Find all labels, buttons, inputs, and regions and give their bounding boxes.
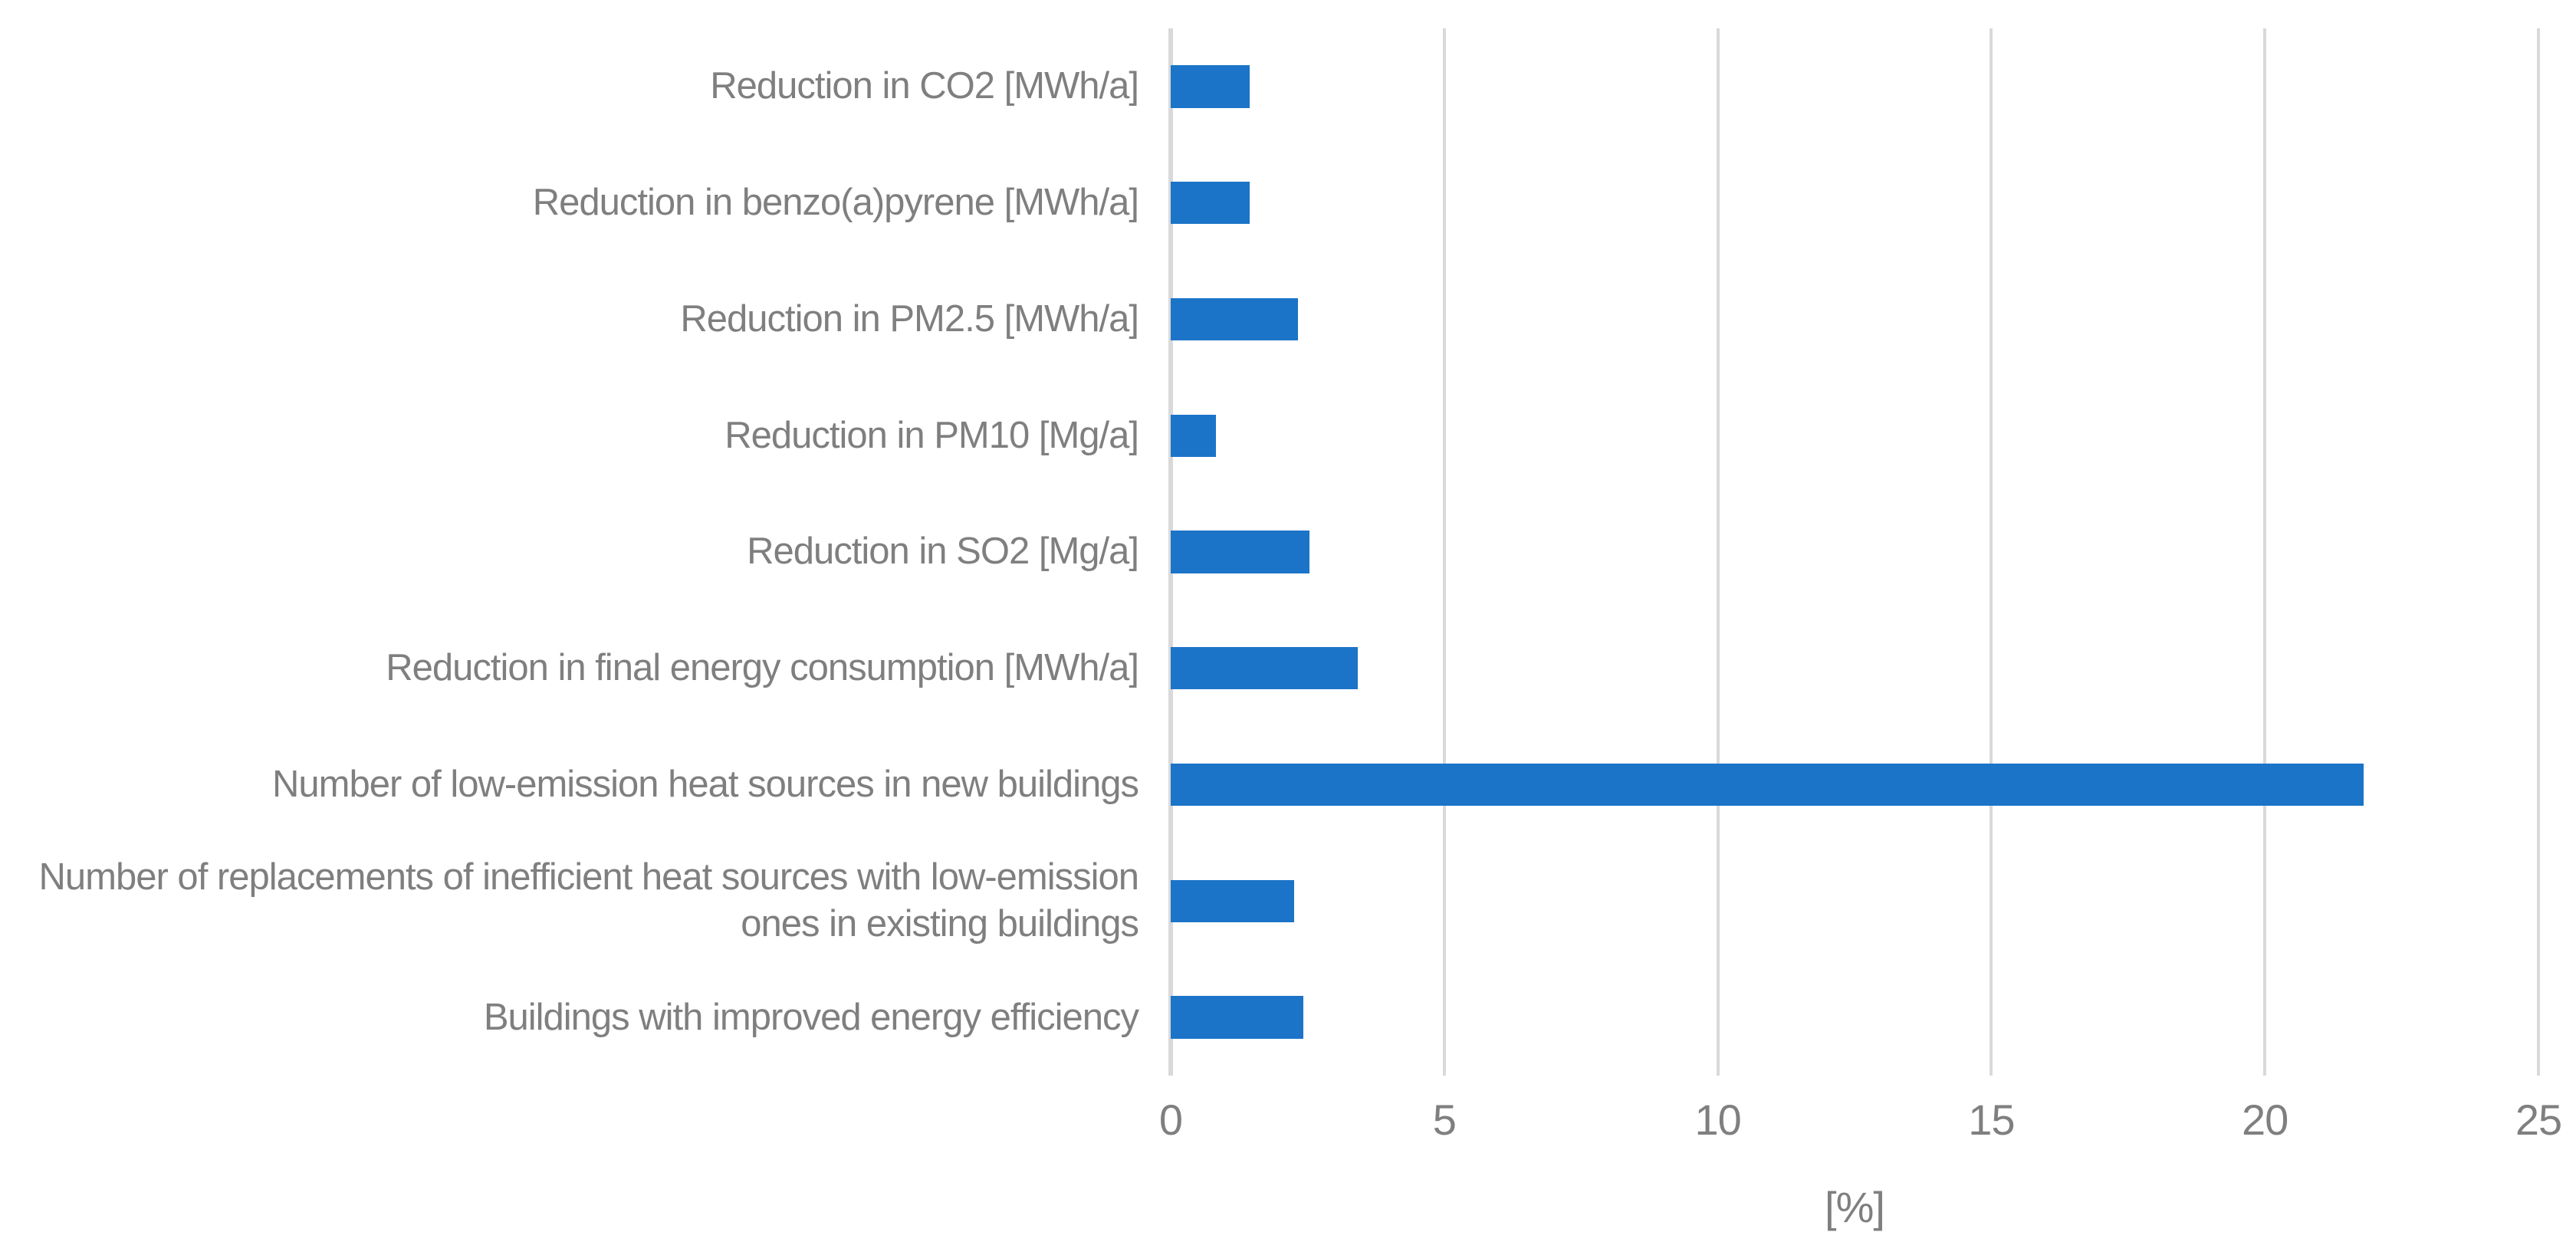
bar-row [1171, 145, 2538, 261]
gridline [2263, 28, 2267, 1076]
bar-row [1171, 28, 2538, 145]
bar [1171, 531, 1309, 573]
plot-area [1168, 28, 2540, 1076]
gridline [1990, 28, 1993, 1076]
category-label: Number of replacements of inefficient he… [38, 856, 1139, 945]
bar-row [1171, 843, 2538, 959]
bar-series [1171, 28, 2538, 1076]
gridline [1442, 28, 1446, 1076]
bar [1171, 996, 1304, 1039]
category-label: Reduction in final energy consumption [M… [386, 647, 1139, 689]
bar [1171, 763, 2364, 807]
bar [1171, 414, 1217, 457]
category-label: Reduction in CO2 [MWh/a] [710, 65, 1139, 107]
category-label: Reduction in SO2 [Mg/a] [747, 531, 1139, 573]
bar-row [1171, 377, 2538, 494]
x-tick-label: 20 [2242, 1096, 2288, 1144]
category-label: Reduction in PM2.5 [MWh/a] [680, 297, 1139, 340]
bar-row [1171, 610, 2538, 727]
bar-row [1171, 727, 2538, 843]
category-label: Number of low-emission heat sources in n… [271, 763, 1139, 805]
bar [1171, 647, 1359, 690]
category-label: Buildings with improved energy efficienc… [483, 996, 1139, 1038]
x-axis-title: [%] [1825, 1183, 1885, 1231]
category-axis: Reduction in CO2 [MWh/a] Reduction in ben… [0, 28, 1139, 1076]
bar-row [1171, 494, 2538, 610]
x-axis-ticks: 0 5 10 15 20 25 [1159, 1095, 2562, 1150]
gridline [1716, 28, 1720, 1076]
x-tick-label: 10 [1694, 1096, 1741, 1144]
x-tick-label: 25 [2515, 1096, 2562, 1144]
x-tick-label: 0 [1158, 1096, 1183, 1144]
bar-row [1171, 959, 2538, 1076]
bar [1171, 879, 1295, 923]
gridline [2537, 28, 2540, 1076]
bar [1171, 65, 1250, 108]
category-label: Reduction in PM10 [Mg/a] [724, 414, 1139, 456]
category-label: Reduction in benzo(a)pyrene [MWh/a] [532, 182, 1139, 224]
x-tick-label: 15 [1968, 1096, 2015, 1144]
bar [1171, 181, 1250, 225]
bar-row [1171, 261, 2538, 378]
bar [1171, 297, 1299, 341]
x-tick-label: 5 [1432, 1096, 1457, 1144]
